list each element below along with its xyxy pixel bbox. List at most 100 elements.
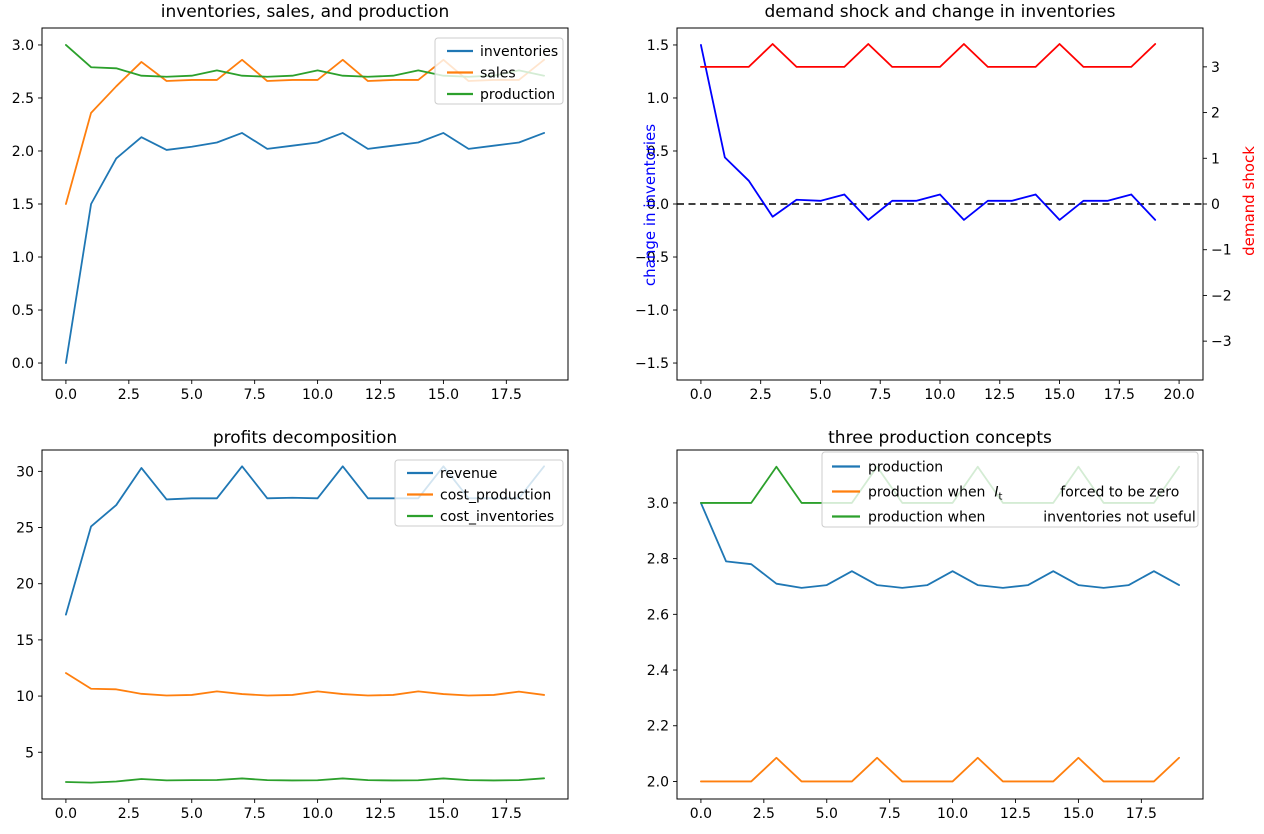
- series-cost_production-line: [65, 672, 545, 697]
- y-tick-label: −1.5: [635, 356, 669, 372]
- x-tick-label: 15.0: [1044, 387, 1075, 403]
- x-tick-label: 12.5: [1000, 806, 1031, 822]
- axes-spines: [676, 27, 1204, 381]
- y-tick-label: 10: [16, 689, 34, 705]
- y-tick-label: −1.0: [635, 303, 669, 319]
- y-tick-label: 1.0: [647, 91, 669, 107]
- series-production-when-It-forced-to-be-zero-line: [700, 756, 1180, 783]
- legend: production production when It forced to b…: [821, 451, 1199, 528]
- axes-spines: [41, 449, 569, 800]
- subplot-title-three-production-concepts: three production concepts: [828, 428, 1052, 448]
- x-tick-label: 10.0: [937, 806, 968, 822]
- right-y-tick-label: −2: [1211, 288, 1232, 304]
- series-cost_inventories-line: [65, 777, 545, 784]
- y-tick-label: 2.4: [647, 663, 669, 679]
- y-tick-label: 2.0: [647, 774, 669, 790]
- series-production-line: [700, 502, 1180, 589]
- x-tick-label: 12.5: [984, 387, 1015, 403]
- y-tick-label: 1.0: [12, 250, 34, 266]
- subplot-title-demand-shock: demand shock and change in inventories: [764, 2, 1116, 22]
- y-tick-label: 1.5: [12, 197, 34, 213]
- x-tick-label: 2.5: [118, 387, 140, 403]
- x-tick-label: 7.5: [244, 806, 266, 822]
- x-tick-label: 12.5: [365, 387, 396, 403]
- y-tick-label: 1.5: [647, 38, 669, 54]
- subplot-title-inventories-sales-production: inventories, sales, and production: [160, 2, 450, 22]
- x-tick-label: 2.5: [753, 806, 775, 822]
- right-y-tick-label: −3: [1211, 334, 1232, 350]
- right-y-tick-label: −1: [1211, 243, 1232, 259]
- subplot-three-production-concepts: 0.0 2.5 5.0 7.5 10.0 12.5 15.0 17.5 2.0 2.2 2.4 2.6…: [647, 449, 1204, 822]
- y-tick-label: 3.0: [12, 38, 34, 54]
- right-y-tick-label: 0: [1211, 197, 1220, 213]
- y-tick-label: 0.5: [647, 144, 669, 160]
- legend-label-cost_production: cost_production: [440, 488, 551, 504]
- x-tick-label: 2.5: [118, 806, 140, 822]
- y-tick-label: 2.0: [12, 144, 34, 160]
- x-tick-label: 7.5: [879, 806, 901, 822]
- x-tick-label: 12.5: [365, 806, 396, 822]
- x-tick-label: 17.5: [1104, 387, 1135, 403]
- y-tick-label: 5: [25, 745, 34, 761]
- legend-label-production-when-inventories-not-useful: production when inventories not useful: [868, 510, 1196, 526]
- series-inventories-line: [65, 132, 545, 364]
- x-tick-label: 0.0: [55, 806, 77, 822]
- x-tick-label: 17.5: [1126, 806, 1157, 822]
- x-tick-label: 15.0: [428, 806, 459, 822]
- x-tick-label: 17.5: [491, 806, 522, 822]
- series-demand-shock-line: [700, 43, 1157, 68]
- x-tick-label: 15.0: [428, 387, 459, 403]
- y-tick-label: 2.5: [12, 91, 34, 107]
- x-tick-label: 17.5: [491, 387, 522, 403]
- x-tick-label: 15.0: [1063, 806, 1094, 822]
- subplot-title-profits-decomposition: profits decomposition: [212, 428, 398, 448]
- x-tick-label: 10.0: [302, 806, 333, 822]
- legend-label-sales: sales: [480, 66, 516, 82]
- right-y-tick-label: 3: [1211, 60, 1220, 76]
- legend-box: [434, 37, 564, 105]
- y-tick-label: 0.0: [647, 197, 669, 213]
- legend-label-cost_inventories: cost_inventories: [440, 509, 554, 525]
- x-tick-label: 0.0: [690, 387, 712, 403]
- x-tick-label: 5.0: [181, 806, 203, 822]
- legend-label-production-when-It-forced-to-be-zero: production when It forced to be zero: [868, 485, 1179, 503]
- y-tick-label: 15: [16, 633, 34, 649]
- y-axis-label-change-in-inventories: change in inventories: [641, 123, 659, 287]
- y-tick-label: 2.8: [647, 552, 669, 568]
- x-tick-label: 7.5: [244, 387, 266, 403]
- y-tick-label: 3.0: [647, 496, 669, 512]
- x-tick-label: 10.0: [924, 387, 955, 403]
- x-tick-label: 5.0: [816, 806, 838, 822]
- y-axis-label-demand-shock: demand shock: [1240, 146, 1258, 256]
- y-tick-label: 2.6: [647, 607, 669, 623]
- subplot-inventories-sales-production: 0.0 2.5 5.0 7.5 10.0 12.5 15.0 17.5 0.0 0.5 1.0 1.5…: [12, 27, 569, 403]
- y-tick-label: 20: [16, 577, 34, 593]
- subplot-profits-decomposition: 0.0 2.5 5.0 7.5 10.0 12.5 15.0 17.5 5 10 15 20 25 30 r…: [16, 449, 569, 822]
- series-change-in-inventories-line: [700, 44, 1157, 221]
- right-y-tick-label: 1: [1211, 151, 1220, 167]
- legend-label-production: production: [480, 87, 555, 103]
- x-tick-label: 10.0: [302, 387, 333, 403]
- y-tick-label: 30: [16, 464, 34, 480]
- legend-box: [821, 451, 1199, 528]
- x-tick-label: 7.5: [869, 387, 891, 403]
- legend-label-production: production: [868, 460, 943, 476]
- x-tick-label: 5.0: [181, 387, 203, 403]
- x-tick-label: 0.0: [690, 806, 712, 822]
- axes-spines: [676, 449, 1204, 800]
- y-tick-label: 2.2: [647, 719, 669, 735]
- right-y-tick-label: 2: [1211, 106, 1220, 122]
- axes-spines: [41, 27, 569, 381]
- y-tick-label: −0.5: [635, 250, 669, 266]
- x-tick-label: 5.0: [809, 387, 831, 403]
- legend-label-revenue: revenue: [440, 466, 497, 482]
- y-tick-label: 0.5: [12, 303, 34, 319]
- legend: revenue cost_production cost_inventories: [394, 459, 564, 527]
- y-tick-label: 0.0: [12, 356, 34, 372]
- legend-label-inventories: inventories: [480, 44, 558, 60]
- y-tick-label: 25: [16, 521, 34, 537]
- x-tick-label: 0.0: [55, 387, 77, 403]
- legend: inventories sales production: [434, 37, 564, 105]
